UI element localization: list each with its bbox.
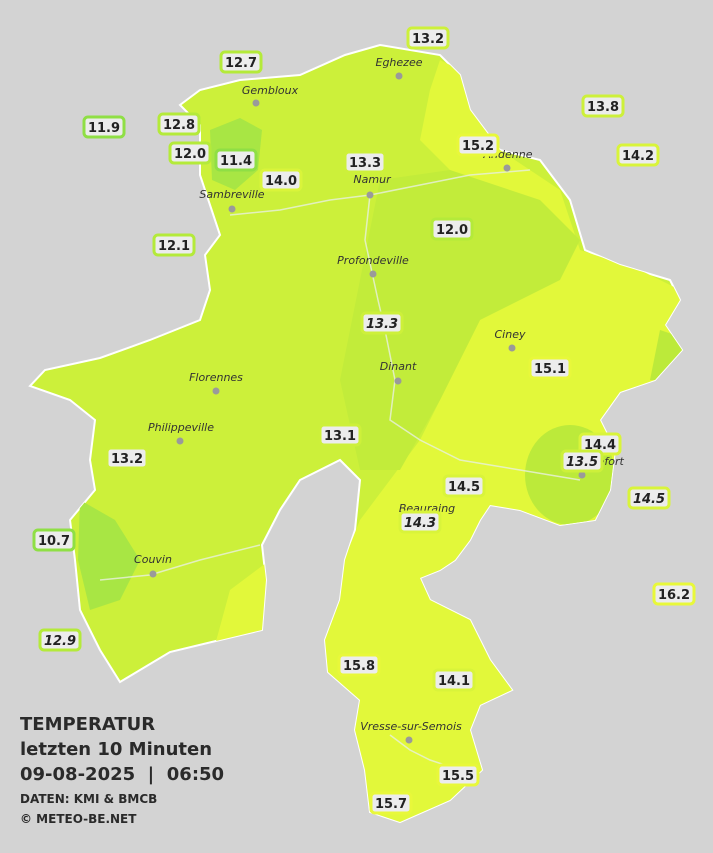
reading-value: 12.0 <box>436 223 468 238</box>
place-name: Florennes <box>189 371 243 384</box>
reading-box <box>105 446 149 470</box>
reading-value: 16.2 <box>658 588 690 603</box>
reading-value: 15.8 <box>343 659 375 674</box>
rivers <box>99 169 581 771</box>
reading-value: 13.5 <box>566 455 598 470</box>
legend-timestamp: 09-08-2025 | 06:50 <box>20 764 224 785</box>
reading-box <box>398 510 442 534</box>
reading-box <box>157 112 201 136</box>
zone-warm <box>215 560 270 645</box>
place-name: Namur <box>353 173 392 186</box>
place-name: Couvin <box>134 553 172 566</box>
reading-value: 14.3 <box>404 516 436 531</box>
reading-box <box>581 94 625 118</box>
reading-box <box>82 115 126 139</box>
reading-box <box>369 791 413 815</box>
place-dot <box>405 736 413 744</box>
place-dot <box>508 344 516 352</box>
reading-box <box>343 150 387 174</box>
reading-box <box>152 233 196 257</box>
place-dot <box>395 72 403 80</box>
reading-value: 13.2 <box>412 32 444 47</box>
legend: TEMPERATUR letzten 10 Minuten 09-08-2025… <box>20 714 224 826</box>
reading-box <box>219 50 263 74</box>
reading-box <box>432 668 476 692</box>
reading-value: 15.7 <box>375 797 407 812</box>
reading-box <box>627 486 671 510</box>
place-name: Gembloux <box>242 84 299 97</box>
place-dot <box>394 377 402 385</box>
reading-value: 15.5 <box>442 769 474 784</box>
zone-cool <box>78 500 140 610</box>
place-name: Profondeville <box>337 254 409 267</box>
place-dot <box>212 387 220 395</box>
readings: 13.2 12.7 13.8 11.9 12.8 15.2 14.2 12.0 11.4 13.3… <box>32 26 696 815</box>
place-dot <box>252 99 260 107</box>
reading-value: 14.1 <box>438 674 470 689</box>
reading-value: 13.3 <box>349 156 381 171</box>
reading-box <box>168 141 212 165</box>
zone-central <box>340 170 580 470</box>
reading-value: 13.1 <box>324 429 356 444</box>
reading-box <box>560 449 604 473</box>
reading-box <box>38 628 82 652</box>
place-dot <box>228 205 236 213</box>
reading-value: 14.5 <box>633 492 665 507</box>
place-name: Eghezee <box>376 56 423 69</box>
reading-box <box>406 26 450 50</box>
reading-value: 10.7 <box>38 534 70 549</box>
reading-value: 11.9 <box>88 121 120 136</box>
reading-box <box>436 763 480 787</box>
place-dot <box>369 270 377 278</box>
reading-value: 14.0 <box>265 174 297 189</box>
reading-box <box>442 474 486 498</box>
legend-copyright: © METEO-BE.NET <box>20 812 137 826</box>
reading-value: 11.4 <box>220 154 252 169</box>
reading-value: 12.0 <box>174 147 206 162</box>
reading-value: 12.7 <box>225 56 257 71</box>
reading-value: 13.8 <box>587 100 619 115</box>
reading-box <box>456 133 500 157</box>
reading-value: 12.9 <box>44 634 76 649</box>
place-name: Ciney <box>495 328 526 341</box>
legend-title: TEMPERATUR <box>20 714 155 735</box>
reading-value: 14.5 <box>448 480 480 495</box>
reading-box <box>337 653 381 677</box>
place-dot <box>578 471 586 479</box>
legend-source: DATEN: KMI & BMCB <box>20 792 157 806</box>
reading-value: 14.4 <box>584 438 616 453</box>
reading-box <box>652 582 696 606</box>
place-dot <box>366 191 374 199</box>
reading-box <box>32 528 76 552</box>
place-name: Vresse-sur-Semois <box>360 720 462 733</box>
reading-value: 15.1 <box>534 362 566 377</box>
reading-box <box>528 356 572 380</box>
place-name: Sambreville <box>199 188 264 201</box>
reading-value: 13.2 <box>111 452 143 467</box>
reading-value: 15.2 <box>462 139 494 154</box>
reading-box <box>259 168 303 192</box>
reading-value: 13.3 <box>366 317 398 332</box>
reading-value: 14.2 <box>622 149 654 164</box>
place-name: Philippeville <box>148 421 214 434</box>
reading-box <box>318 423 362 447</box>
legend-subtitle: letzten 10 Minuten <box>20 739 212 760</box>
reading-box <box>360 311 404 335</box>
place-dot <box>176 437 184 445</box>
reading-box <box>430 217 474 241</box>
reading-value: 12.1 <box>158 239 190 254</box>
reading-value: 12.8 <box>163 118 195 133</box>
place-dot <box>149 570 157 578</box>
reading-box <box>214 148 258 172</box>
place-name: Dinant <box>380 360 417 373</box>
reading-box <box>616 143 660 167</box>
place-dot <box>503 164 511 172</box>
